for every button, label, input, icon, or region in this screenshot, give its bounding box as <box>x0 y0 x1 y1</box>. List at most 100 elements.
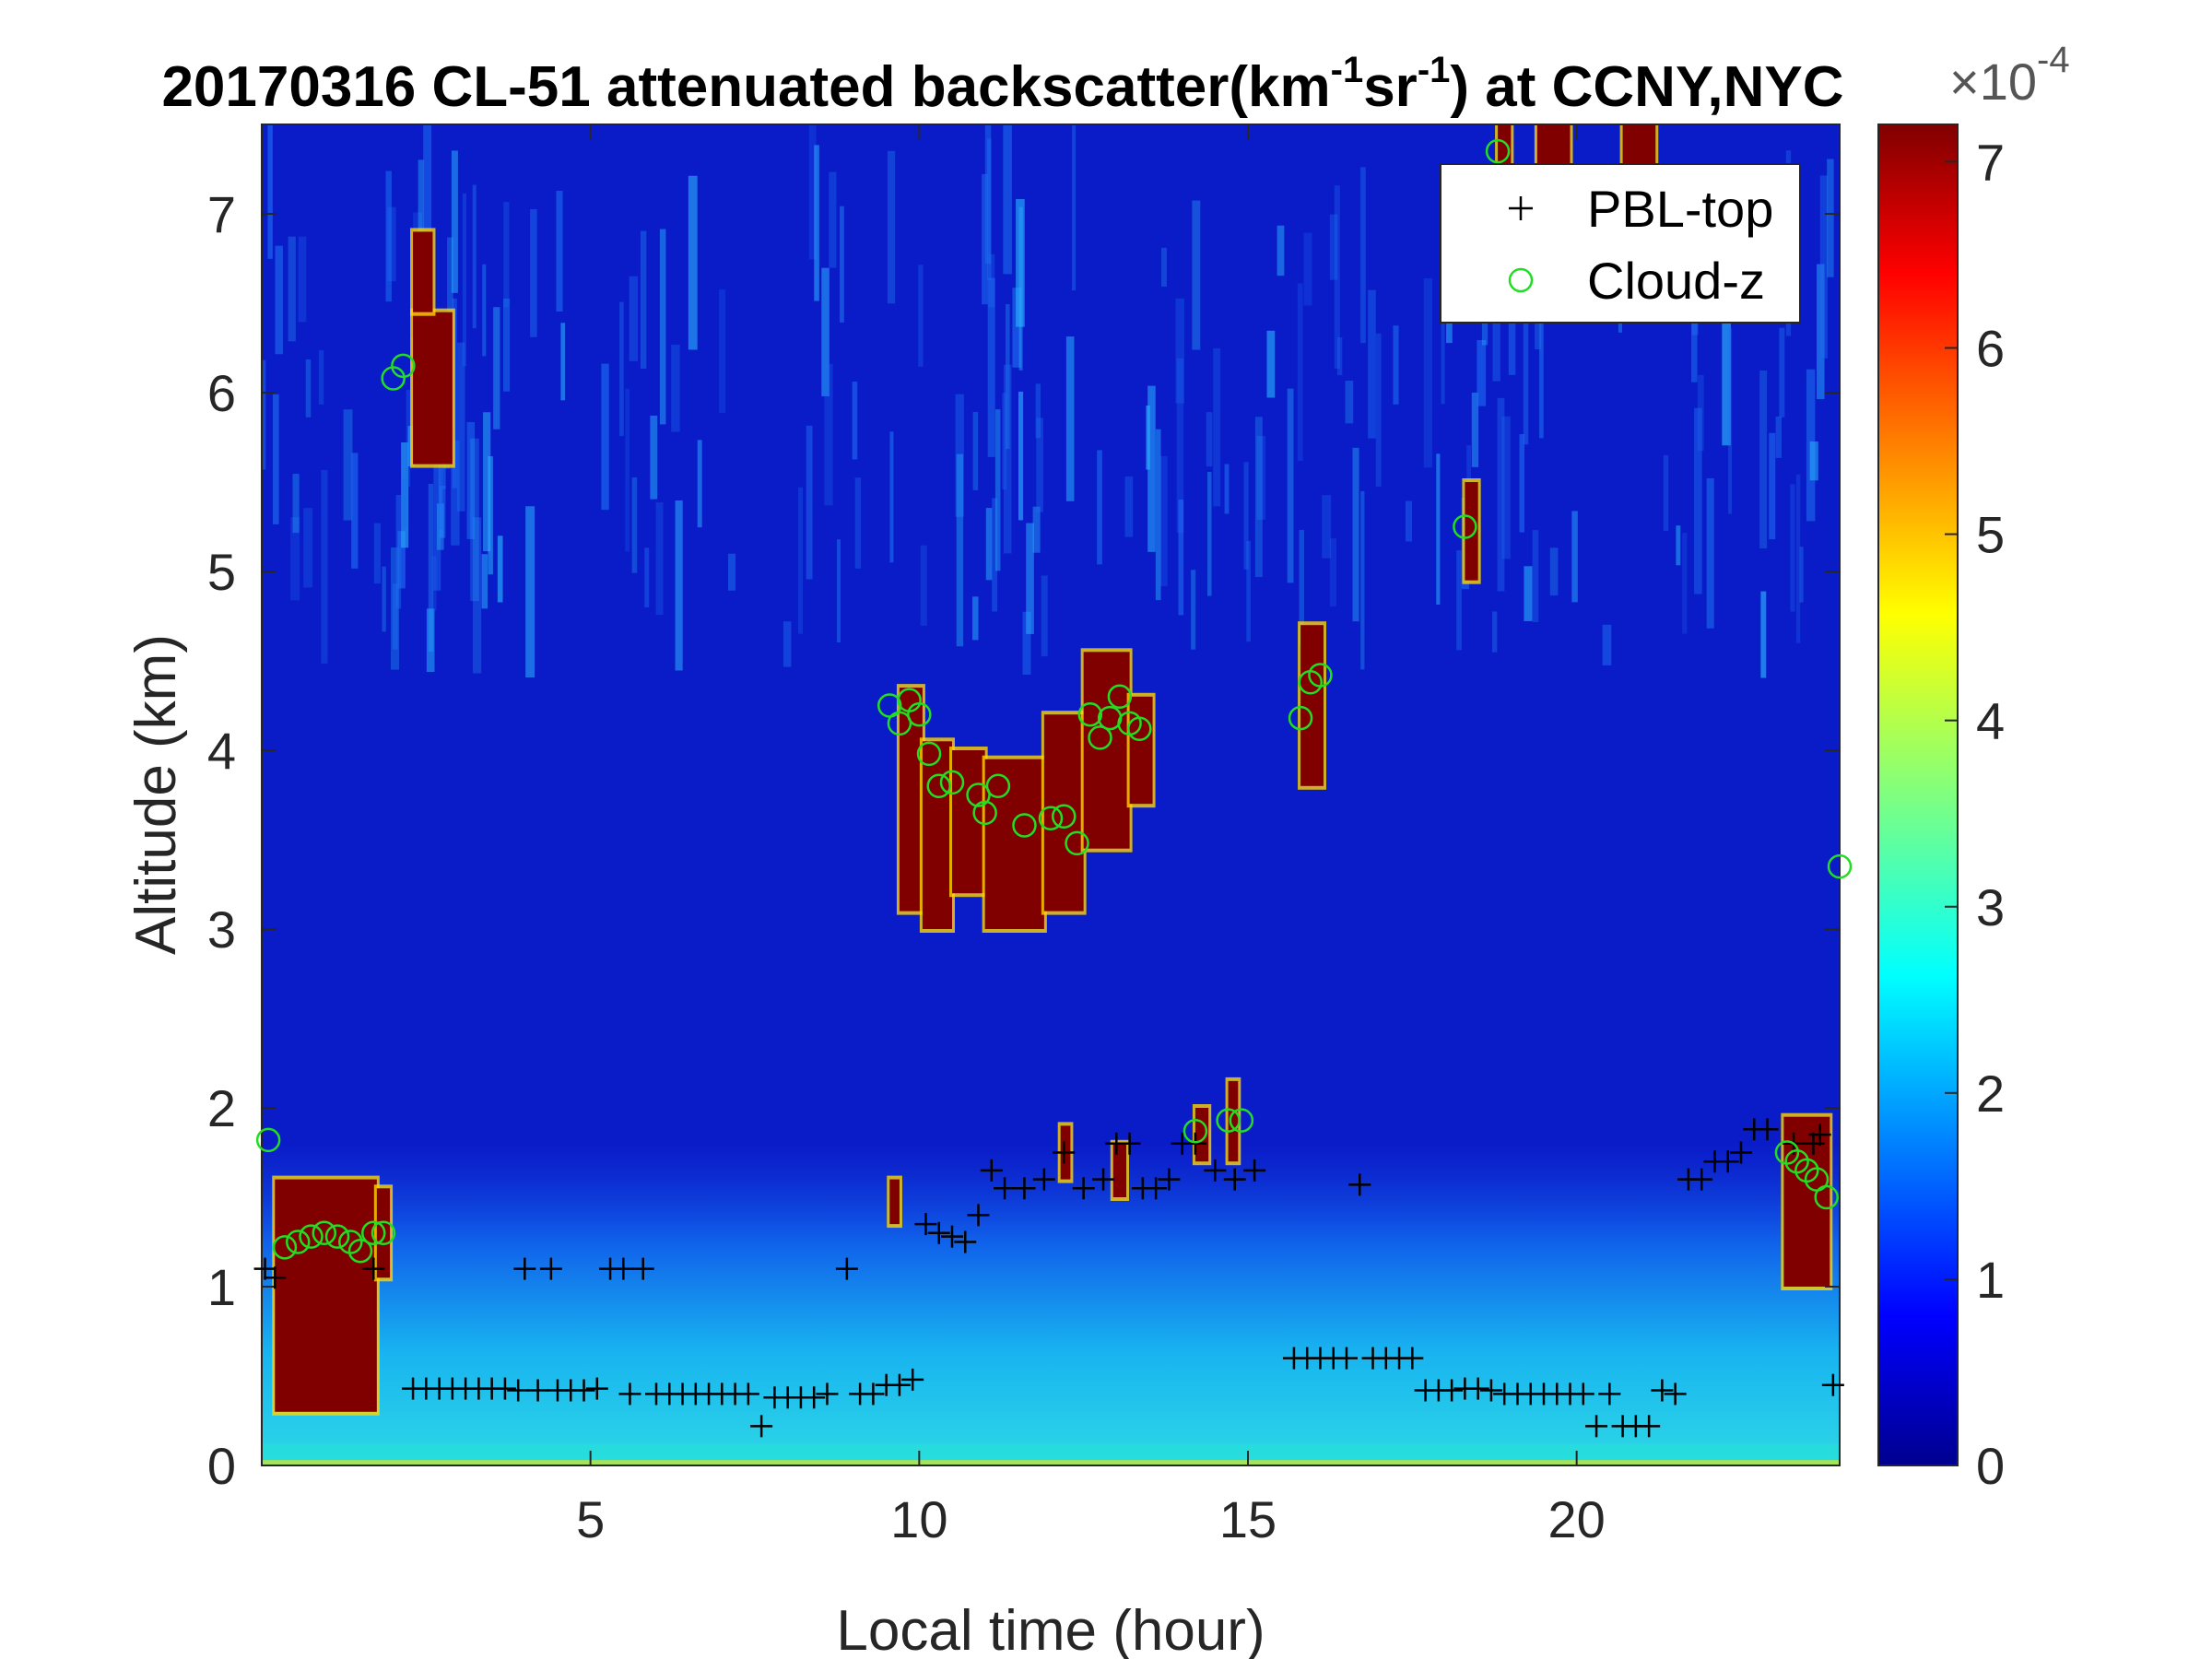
y-tick-label: 2 <box>207 1079 236 1137</box>
pbl-top-point <box>1479 1379 1502 1402</box>
aerosol-streak <box>303 508 313 588</box>
cloud-block <box>1465 482 1478 581</box>
aerosol-streak <box>1159 455 1168 587</box>
pbl-top-point <box>994 1177 1017 1200</box>
aerosol-streak <box>984 124 992 265</box>
aerosol-streak <box>1375 333 1382 487</box>
aerosol-streak <box>1246 540 1251 642</box>
cloud-z-point <box>1077 701 1103 727</box>
pbl-top-point <box>1651 1379 1674 1402</box>
cloud-block <box>1043 714 1084 912</box>
colorbar-tick-label: 1 <box>1976 1251 2005 1309</box>
cloud-z-point <box>1038 806 1064 830</box>
pbl-top-point <box>585 1377 608 1400</box>
aerosol-streak <box>671 344 680 432</box>
cloud-z-point <box>1308 663 1333 688</box>
aerosol-streak <box>972 411 979 490</box>
aerosol-streak <box>1178 499 1184 616</box>
legend-pbl-label: PBL-top <box>1587 180 1773 238</box>
chart-title: 20170316 CL-51 attenuated backscatter(km… <box>161 50 1843 119</box>
title-sup-1: -1 <box>1331 50 1364 90</box>
aerosol-streak <box>1501 416 1511 559</box>
aerosol-streak <box>1297 283 1303 462</box>
aerosol-streak <box>1124 476 1134 537</box>
cloud-z-point <box>1216 1108 1241 1133</box>
aerosol-streak <box>1287 388 1294 583</box>
cloud-block <box>1300 625 1324 786</box>
aerosol-streak <box>1571 511 1578 603</box>
aerosol-streak <box>1532 530 1539 623</box>
cloud-z-point <box>972 800 997 826</box>
aerosol-streak <box>488 456 493 575</box>
y-tick-label: 4 <box>207 722 236 780</box>
pbl-top-point <box>1466 1377 1489 1400</box>
aerosol-streak <box>288 236 296 342</box>
cloud-block <box>1228 1080 1239 1162</box>
aerosol-streak <box>272 394 279 524</box>
aerosol-streak <box>1322 495 1332 559</box>
aerosol-streak <box>601 363 609 511</box>
cloud-z-point <box>887 711 912 736</box>
title-mid: sr <box>1363 55 1418 119</box>
pbl-top-point <box>1183 1132 1206 1155</box>
aerosol-streak <box>1456 550 1462 651</box>
cloud-z-point <box>361 1220 386 1246</box>
aerosol-streak <box>797 487 804 634</box>
aerosol-streak <box>1036 418 1043 512</box>
aerosol-streak <box>1018 206 1023 371</box>
aerosol-streak <box>466 421 476 539</box>
aerosol-streak <box>972 596 979 641</box>
aerosol-streak <box>1206 412 1213 467</box>
aerosol-streak <box>1176 358 1184 534</box>
aerosol-streak <box>262 359 266 470</box>
pbl-top-point <box>1145 1177 1168 1200</box>
colorbar-multiplier-base: ×10 <box>1949 53 2037 111</box>
cloud-z-point <box>255 1127 281 1153</box>
colorbar: 0 1 2 3 4 5 6 7 ×10-4 <box>1877 40 2070 1495</box>
aerosol-streak <box>1676 525 1681 566</box>
aerosol-streak <box>1003 124 1012 275</box>
aerosol-streak <box>1213 348 1221 507</box>
aerosol-streak <box>992 498 998 612</box>
cloud-z-point <box>272 1235 298 1260</box>
pbl-top-point <box>1585 1415 1608 1438</box>
aerosol-streak <box>373 523 381 584</box>
aerosol-streak <box>1022 611 1031 676</box>
cloud-z-point <box>371 1220 396 1246</box>
aerosol-streak <box>1256 435 1266 520</box>
aerosol-streak <box>987 277 995 457</box>
aerosol-streak <box>1299 529 1304 646</box>
x-tick-label: 5 <box>576 1490 605 1548</box>
aerosol-streak <box>1549 547 1559 596</box>
aerosol-streak <box>727 553 736 591</box>
aerosol-streak <box>1161 247 1167 288</box>
cloud-z-point <box>939 770 965 795</box>
aerosol-streak <box>1405 500 1412 542</box>
aerosol-streak <box>402 478 407 528</box>
pbl-top-point <box>901 1368 924 1391</box>
aerosol-streak <box>1790 484 1795 612</box>
aerosol-streak <box>483 412 491 552</box>
aerosol-streak <box>889 431 894 563</box>
aerosol-streak <box>829 171 837 268</box>
colorbar-tick-label: 7 <box>1976 133 2005 191</box>
aerosol-streak <box>1423 277 1432 468</box>
legend-pbl-marker <box>1509 196 1533 220</box>
aerosol-streak <box>988 253 995 308</box>
aerosol-streak <box>1492 312 1500 382</box>
aerosol-streak <box>1336 336 1343 376</box>
aerosol-streak <box>1492 611 1498 653</box>
cloud-z-point <box>907 701 932 727</box>
cloud-z-point <box>347 1238 373 1264</box>
aerosol-streak <box>1519 433 1525 533</box>
y-axis-label: Altitude (km) <box>124 634 188 955</box>
pbl-top-markers <box>253 1118 1844 1438</box>
aerosol-streak <box>426 608 435 672</box>
cloud-z-point <box>916 741 942 767</box>
aerosol-streak <box>431 556 437 611</box>
pbl-top-point <box>1638 1415 1661 1438</box>
legend-cloud-marker <box>1508 267 1534 293</box>
aerosol-streak <box>814 145 819 301</box>
aerosol-streak <box>1827 159 1834 277</box>
